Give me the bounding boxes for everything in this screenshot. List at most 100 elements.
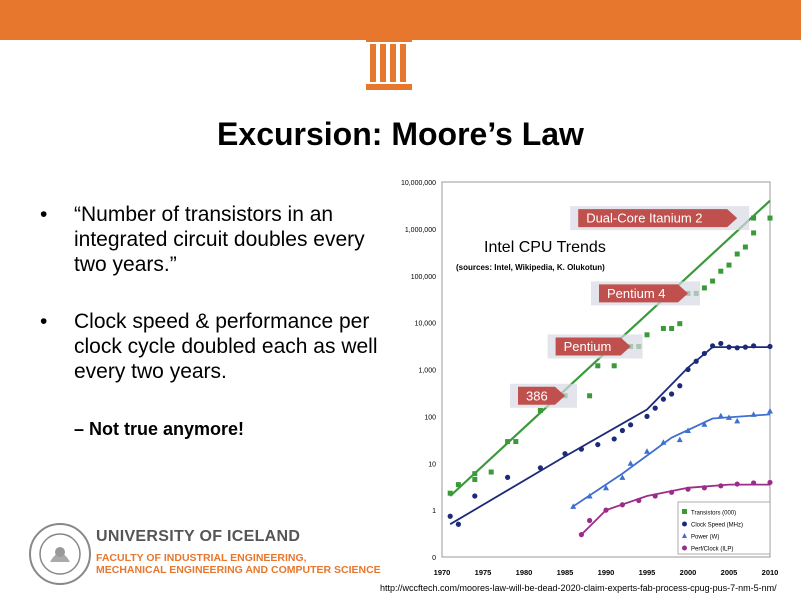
bullet-item: • “Number of transistors in an integrate… — [40, 202, 390, 277]
data-point-clock — [742, 344, 748, 350]
data-point-perf — [701, 485, 707, 491]
bullet-mark: • — [40, 310, 48, 333]
legend-label: Power (W) — [691, 535, 719, 541]
data-point-perf — [578, 532, 584, 538]
data-point-perf — [652, 493, 658, 499]
data-point-clock — [669, 391, 675, 397]
data-point-power — [685, 427, 691, 433]
chart-subtitle: (sources: Intel, Wikipedia, K. Olukotun) — [456, 263, 605, 272]
annotation-arrow — [599, 284, 688, 303]
data-point-power — [644, 448, 650, 454]
data-point-power — [701, 421, 708, 427]
data-point-clock — [710, 343, 716, 349]
y-tick-label: 100,000 — [411, 274, 436, 281]
annotation-label: 386 — [526, 388, 548, 403]
data-point-power — [726, 414, 732, 420]
data-point-perf — [751, 480, 757, 486]
data-point-clock — [628, 422, 634, 428]
chart-title: Intel CPU Trends — [484, 239, 606, 256]
data-point-clock — [537, 465, 543, 471]
legend-swatch — [682, 545, 687, 551]
legend-swatch — [682, 521, 687, 527]
x-tick-label: 2010 — [762, 568, 779, 577]
data-point-perf — [669, 489, 675, 495]
y-tick-label: 1 — [432, 508, 436, 515]
data-point-clock — [595, 441, 601, 448]
data-point-transistors — [677, 321, 683, 327]
data-point-power — [570, 503, 577, 509]
university-name: UNIVERSITY OF ICELAND — [96, 528, 301, 545]
data-point-transistors — [447, 490, 453, 496]
data-point-clock — [726, 344, 732, 350]
data-point-transistors — [455, 482, 461, 488]
legend-label: Perf/Clock (ILP) — [691, 547, 733, 553]
data-point-clock — [693, 358, 699, 364]
data-point-transistors — [587, 393, 593, 399]
data-point-transistors — [669, 325, 675, 331]
data-point-transistors — [611, 363, 617, 369]
data-point-clock — [578, 446, 584, 452]
annotation-arrow — [518, 386, 565, 405]
data-point-clock — [718, 340, 724, 347]
data-point-power — [627, 460, 634, 466]
bullet-text: Clock speed & performance per clock cycl… — [74, 310, 378, 383]
data-point-clock — [619, 427, 625, 434]
data-point-clock — [652, 405, 658, 411]
data-point-clock — [685, 366, 691, 373]
bullet-list: • “Number of transistors in an integrate… — [40, 202, 390, 416]
faculty-line-2: MECHANICAL ENGINEERING AND COMPUTER SCIE… — [96, 564, 381, 576]
faculty-name: FACULTY OF INDUSTRIAL ENGINEERING, MECHA… — [96, 552, 381, 576]
data-point-perf — [685, 486, 691, 492]
trend-line-1 — [449, 346, 770, 525]
data-point-clock — [455, 521, 461, 527]
data-point-transistors — [710, 278, 716, 284]
data-point-clock — [505, 474, 511, 480]
bullet-mark: • — [40, 203, 48, 226]
faculty-line-1: FACULTY OF INDUSTRIAL ENGINEERING, — [96, 552, 307, 564]
data-point-transistors — [751, 230, 757, 236]
data-point-transistors — [718, 268, 724, 274]
data-point-transistors — [472, 477, 478, 483]
x-tick-label: 1980 — [516, 568, 533, 577]
data-point-clock — [562, 451, 568, 457]
slide-title: Excursion: Moore’s Law — [217, 116, 584, 152]
data-point-transistors — [537, 407, 543, 413]
data-point-power — [734, 417, 741, 424]
data-point-clock — [611, 436, 617, 442]
x-tick-label: 2000 — [680, 568, 697, 577]
x-tick-label: 1975 — [475, 568, 492, 577]
annotation-label: Dual-Core Itanium 2 — [586, 211, 702, 226]
data-point-power — [586, 493, 593, 499]
data-point-perf — [767, 479, 773, 486]
annotation-label: Pentium 4 — [607, 286, 666, 301]
data-point-clock — [701, 350, 707, 357]
data-point-transistors — [644, 332, 650, 338]
data-point-clock — [472, 493, 478, 499]
annotation-arrow — [555, 337, 631, 356]
data-point-clock — [644, 413, 650, 419]
x-tick-label: 1985 — [557, 568, 574, 577]
bullet-text: “Number of transistors in an integrated … — [74, 203, 365, 276]
data-point-power — [767, 408, 773, 414]
legend-label: Clock Speed (MHz) — [691, 523, 743, 529]
intel-cpu-trends-chart: 0 1 10 100 1,000 10,000 100,000 1,000,000 10,000… — [401, 180, 779, 577]
x-tick-label: 1970 — [434, 568, 451, 577]
data-point-transistors — [488, 469, 494, 475]
data-point-transistors — [472, 471, 478, 477]
data-point-power — [619, 474, 626, 480]
bullet-item: • Clock speed & performance per clock cy… — [40, 309, 390, 384]
data-point-clock — [767, 343, 773, 350]
x-tick-label: 1995 — [639, 568, 656, 577]
data-point-transistors — [734, 251, 740, 257]
plot-area — [441, 181, 771, 558]
data-point-transistors — [701, 285, 707, 291]
data-point-transistors — [767, 215, 773, 221]
y-tick-label: 10,000 — [415, 321, 437, 328]
data-point-perf — [587, 517, 593, 524]
data-point-power — [660, 439, 667, 445]
data-point-power — [603, 484, 609, 491]
data-point-perf — [636, 497, 642, 504]
data-point-perf — [603, 507, 609, 513]
legend-label: Transistors (000) — [691, 511, 736, 517]
data-point-transistors — [660, 325, 666, 331]
